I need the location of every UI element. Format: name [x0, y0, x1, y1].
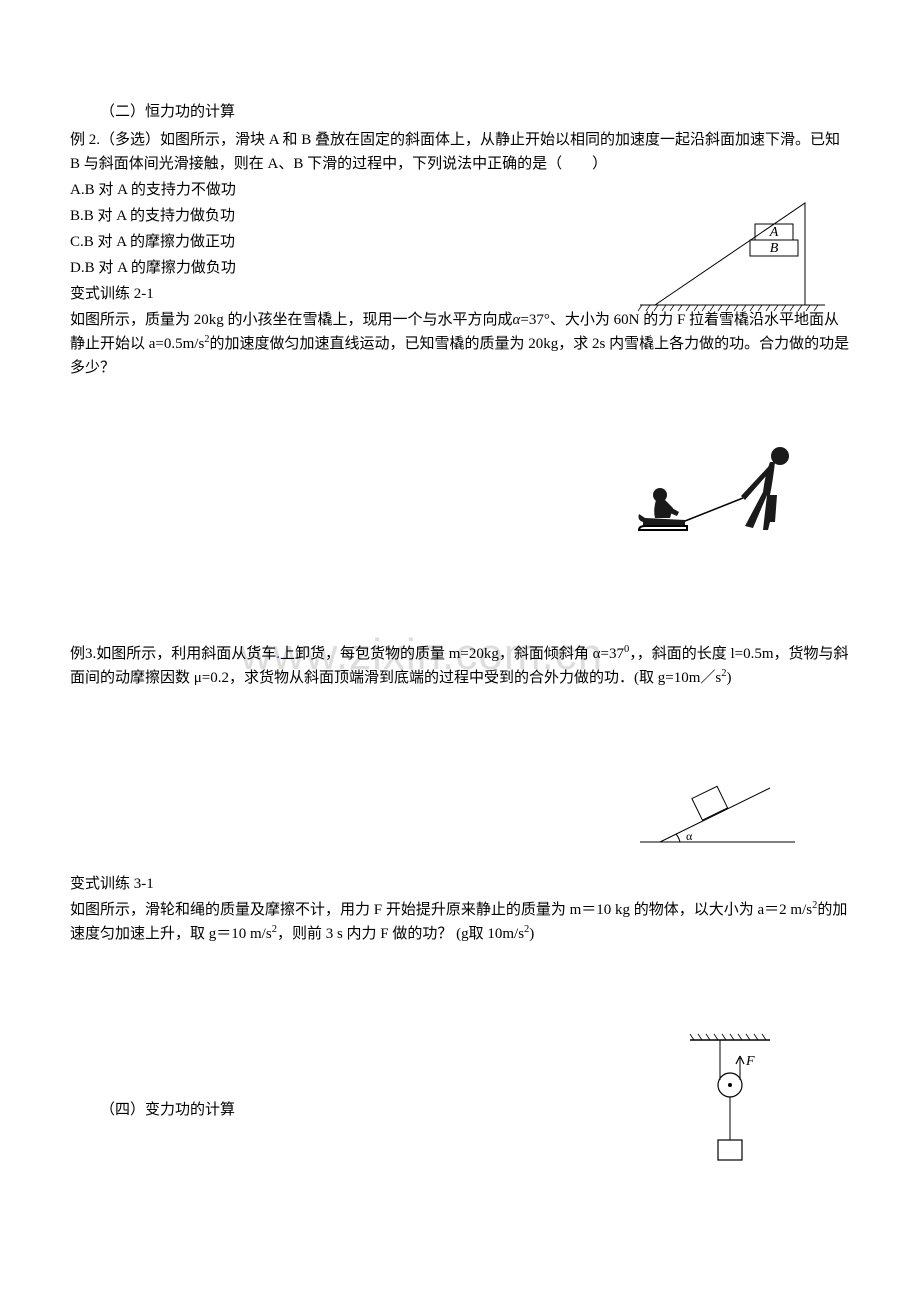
v31-t1: 如图所示，滑轮和绳的质量及摩擦不计，用力 F 开始提升原来静止的质量为 m＝10… [70, 902, 812, 918]
block-b-label: B [770, 241, 779, 256]
spacer [70, 382, 850, 562]
block-a-label: A [769, 225, 779, 240]
v31-t3: ，则前 3 s 内力 F 做的功？ (g取 10m/s [277, 926, 524, 942]
section-4-header: （四）变力功的计算 [70, 1098, 850, 1122]
spacer [70, 1058, 850, 1098]
example-2-stem: 例 2.（多选）如图所示，滑块 A 和 B 叠放在固定的斜面体上，从静止开始以相… [70, 128, 850, 176]
variant-2-1-text: 如图所示，质量为 20kg 的小孩坐在雪橇上，现用一个与水平方向成α=37°、大… [70, 308, 850, 380]
spacer [70, 562, 850, 642]
variant-3-1-text: 如图所示，滑轮和绳的质量及摩擦不计，用力 F 开始提升原来静止的质量为 m＝10… [70, 898, 850, 946]
ex3-t3: ) [726, 670, 731, 686]
variant-3-1-label: 变式训练 3-1 [70, 872, 850, 896]
v21-t1: 如图所示，质量为 20kg 的小孩坐在雪橇上，现用一个与水平方向成 [70, 312, 513, 328]
section-2-header: （二）恒力功的计算 [70, 100, 850, 124]
ex3-t1: 例3.如图所示，利用斜面从货车 [70, 646, 276, 662]
example-3-text: 例3.如图所示，利用斜面从货车.上卸货，每包货物的质量 m=20kg，斜面倾斜角… [70, 642, 850, 690]
ex3-comma: ， [629, 646, 637, 662]
incline-blocks-figure: A B [630, 195, 830, 315]
v21-t2: =37°、大小为 60N [520, 312, 639, 328]
spacer [70, 692, 850, 872]
spacer [70, 948, 850, 1058]
v31-t4: ) [529, 926, 534, 942]
ex3-t1b: 上卸货，每包货物的质量 m=20kg，斜面倾斜角 α=37 [280, 646, 624, 662]
